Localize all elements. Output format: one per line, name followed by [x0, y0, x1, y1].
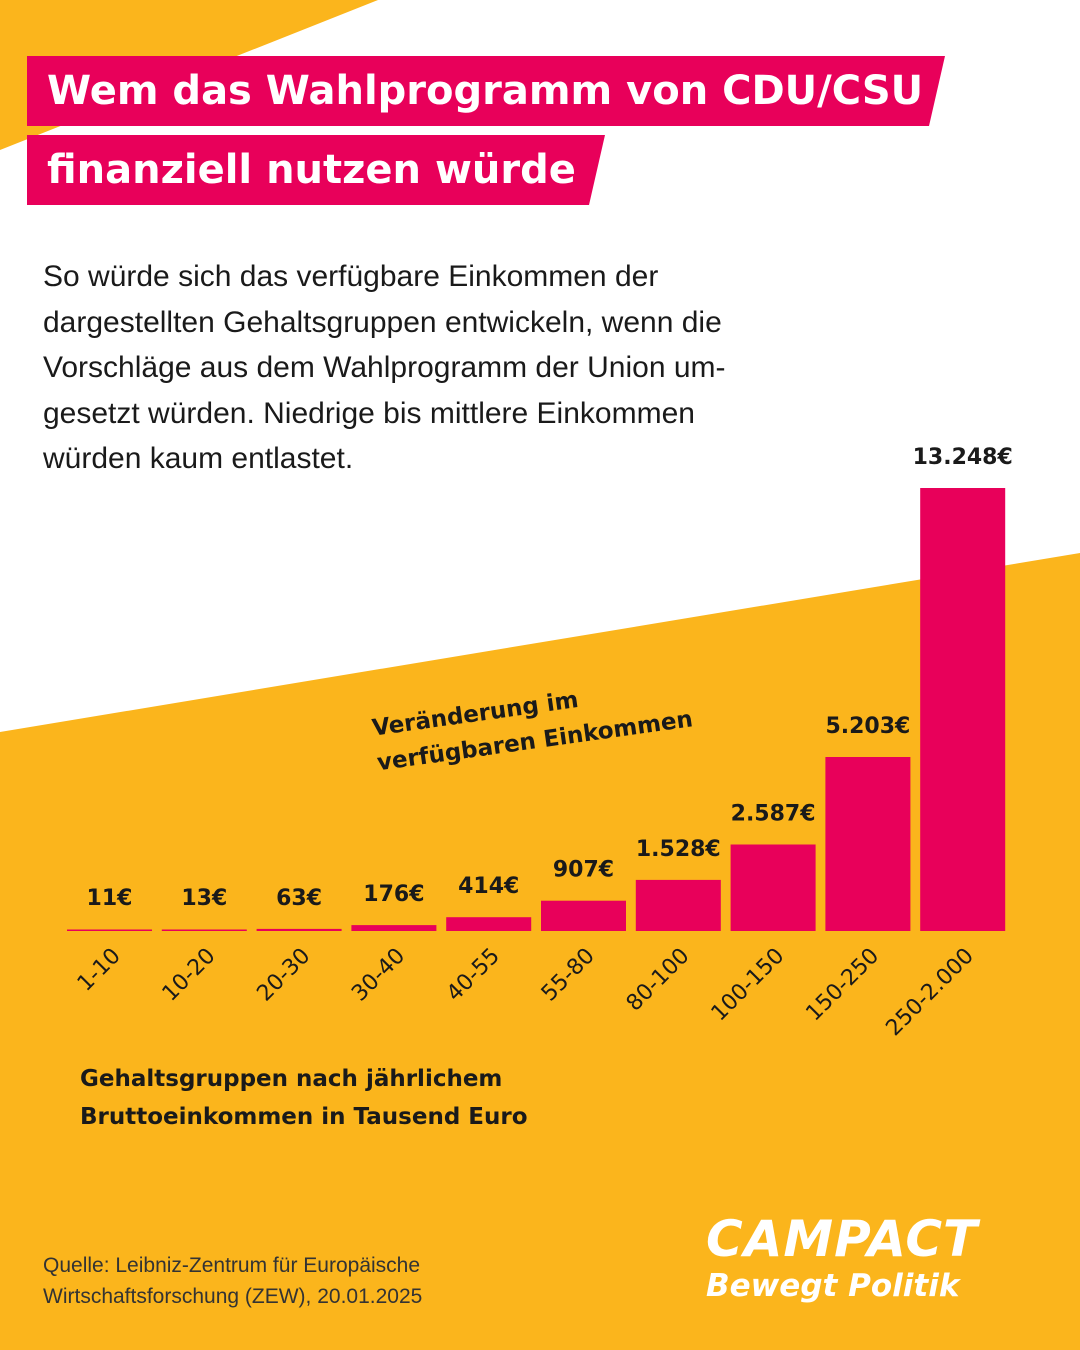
- category-label-100-150: 100-150: [707, 944, 790, 1027]
- data-label-150-250: 5.203€: [825, 714, 910, 739]
- source-line: Wirtschaftsforschung (ZEW), 20.01.2025: [43, 1285, 423, 1308]
- source-note: Quelle: Leibniz-Zentrum für Europäische …: [43, 1250, 603, 1312]
- category-label-250-2.000: 250-2.000: [881, 944, 979, 1042]
- bar-250-2.000: [920, 488, 1006, 931]
- category-label-150-250: 150-250: [801, 944, 884, 1027]
- title-line-1: Wem das Wahlprogramm von CDU/CSU: [27, 56, 945, 126]
- bar-20-30: [256, 928, 342, 931]
- intro-text: So würde sich das verfügbare Einkommen d…: [43, 254, 923, 482]
- bar-1-10: [67, 929, 152, 931]
- bar-80-100: [635, 879, 721, 931]
- category-label-1-10: 1-10: [73, 944, 126, 997]
- bar-40-55: [446, 917, 532, 931]
- data-label-250-2.000: 13.248€: [913, 445, 1013, 470]
- source-line: Quelle: Leibniz-Zentrum für Europäische: [43, 1254, 421, 1277]
- bar-100-150: [730, 844, 816, 931]
- data-label-1-10: 11€: [87, 886, 133, 911]
- data-label-55-80: 907€: [553, 858, 614, 883]
- intro-line: dargestellten Gehaltsgruppen entwickeln,…: [43, 305, 722, 339]
- logo-tagline: Bewegt Politik: [706, 1268, 960, 1304]
- data-label-30-40: 176€: [363, 882, 424, 907]
- category-label-20-30: 20-30: [252, 944, 315, 1007]
- intro-line: gesetzt würden. Niedrige bis mittlere Ei…: [43, 396, 695, 430]
- data-label-10-20: 13€: [181, 886, 227, 911]
- bar-55-80: [541, 900, 626, 931]
- yellow-slanted-area: [0, 553, 1080, 1350]
- x-axis-label: Gehaltsgruppen nach jährlichem Bruttoein…: [80, 1060, 640, 1136]
- category-label-55-80: 55-80: [537, 944, 600, 1007]
- title-line-2: finanziell nutzen würde: [27, 135, 605, 205]
- logo-wordmark: CAMPACT: [706, 1210, 979, 1268]
- bar-30-40: [351, 925, 437, 931]
- intro-line: Vorschläge aus dem Wahlprogramm der Unio…: [43, 351, 726, 384]
- category-label-40-55: 40-55: [442, 944, 505, 1007]
- category-label-80-100: 80-100: [622, 944, 695, 1017]
- category-label-30-40: 30-40: [347, 944, 410, 1007]
- x-axis-label-line: Gehaltsgruppen nach jährlichem: [80, 1066, 503, 1092]
- bar-10-20: [161, 929, 247, 931]
- data-label-40-55: 414€: [458, 874, 519, 899]
- intro-line: So würde sich das verfügbare Einkommen d…: [43, 260, 659, 293]
- intro-line: würden kaum entlastet.: [43, 442, 354, 475]
- category-label-10-20: 10-20: [158, 944, 221, 1007]
- x-axis-label-line: Bruttoeinkommen in Tausend Euro: [80, 1104, 528, 1130]
- bar-150-250: [825, 757, 911, 931]
- data-label-20-30: 63€: [276, 886, 322, 911]
- campact-logo: CAMPACT Bewegt Politik: [706, 1210, 1036, 1304]
- data-label-80-100: 1.528€: [636, 837, 721, 862]
- data-label-100-150: 2.587€: [731, 802, 816, 827]
